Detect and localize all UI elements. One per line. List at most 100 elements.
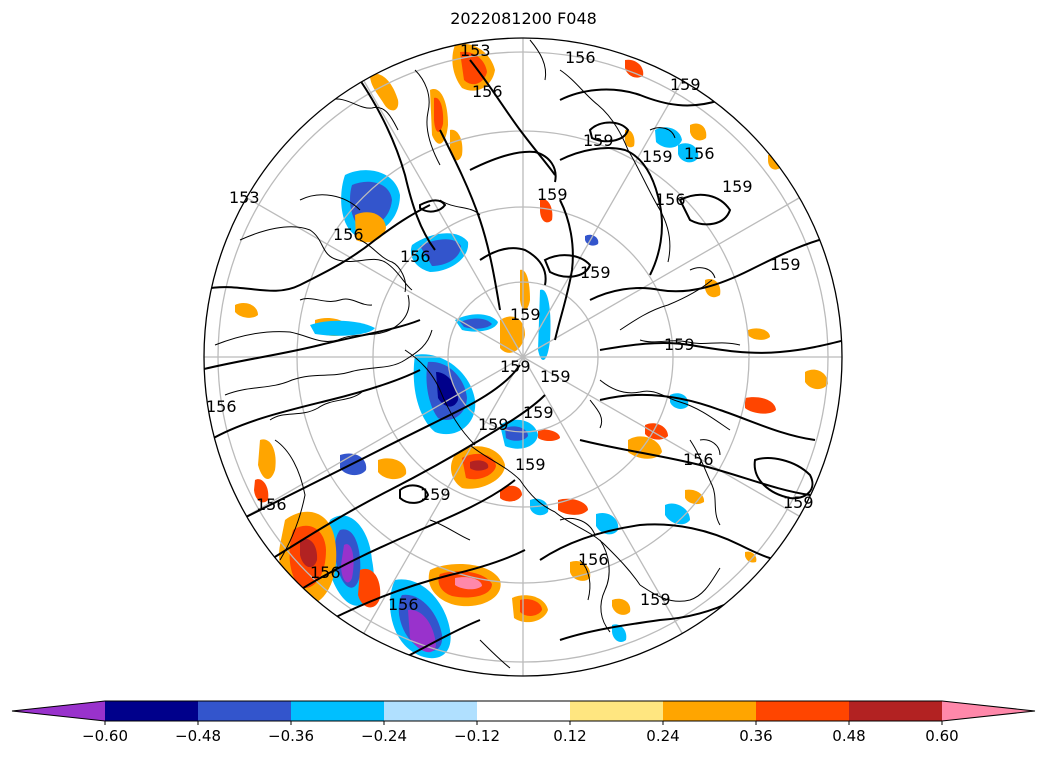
negative-anomaly-region [655,127,682,148]
positive-anomaly-region [520,599,542,616]
contour-label: 159 [420,485,451,504]
contour-label: 159 [722,177,753,196]
positive-anomaly-region [540,199,553,223]
contour-label: 156 [683,450,714,469]
colorbar-swatches [11,700,1036,722]
contour-label: 159 [770,255,801,274]
contour-label: 159 [642,147,673,166]
contour-label: 156 [684,144,715,163]
negative-anomaly-region [612,624,627,643]
figure-title: 2022081200 F048 [450,9,597,28]
contour-label: 153 [229,188,260,207]
contour-label: 159 [640,590,671,609]
polar-map: 153 156 159 159 159 156 156 159 156 159 … [203,37,843,677]
contour-label: 159 [664,335,695,354]
colorbar-swatch [384,701,478,721]
contour-label: 156 [388,595,419,614]
colorbar-tick-label: 0.24 [646,727,679,745]
contour-label: 156 [333,225,364,244]
colorbar-swatch [291,701,385,721]
contour-label: 159 [515,455,546,474]
positive-anomaly-region [455,577,482,590]
colorbar-swatch [477,701,571,721]
contour-label: 156 [578,550,609,569]
colorbar-tick-label: 0.60 [925,727,958,745]
colorbar-tick-label: −0.24 [361,727,407,745]
contour-label: 156 [400,247,431,266]
contour-label: 159 [478,415,509,434]
positive-anomaly-region [355,212,386,243]
positive-anomaly-region [612,598,631,615]
positive-anomaly-region [235,303,258,318]
positive-anomaly-region [745,397,776,414]
map-boundary [203,37,843,677]
contour-label: 156 [655,190,686,209]
contour-label: 153 [460,41,491,60]
positive-anomaly-region [370,73,399,111]
contour-label: 156 [256,495,287,514]
positive-anomaly-region [378,458,407,480]
colorbar-swatch [105,701,199,721]
colorbar-tick-label: −0.60 [82,727,128,745]
positive-anomaly-region [470,460,489,471]
positive-anomaly-region [460,51,487,85]
positive-anomaly-region [685,489,705,505]
contour-label: 156 [565,48,596,67]
positive-anomaly-region [300,538,318,568]
positive-anomaly-region [538,429,560,441]
positive-anomaly-region [434,97,444,132]
positive-anomaly-region [745,551,757,563]
colorbar-swatch [570,701,664,721]
positive-anomaly-region [450,129,463,161]
contour-label: 159 [580,263,611,282]
contour-label: 159 [670,75,701,94]
contour-label: 159 [523,403,554,422]
graticule [204,38,842,676]
colorbar-tick-label: 0.48 [832,727,865,745]
contour-label: 159 [783,493,814,512]
negative-anomaly-region [596,512,619,535]
colorbar-ticks: −0.60 −0.48 −0.36 −0.24 −0.12 0.12 0.24 0.36 0.4… [82,721,959,745]
positive-anomaly-region [805,369,828,390]
positive-anomaly-region [358,568,381,608]
positive-anomaly-region [500,316,525,353]
positive-anomaly-region [624,129,635,148]
colorbar-swatch [663,701,757,721]
colorbar-tick-label: 0.12 [553,727,586,745]
colorbar-tick-label: −0.48 [175,727,221,745]
negative-anomaly-region [530,498,549,516]
colorbar: −0.60 −0.48 −0.36 −0.24 −0.12 0.12 0.24 0.36 0.4… [11,700,1036,745]
negative-anomaly-region [665,503,690,525]
contour-label: 159 [500,357,531,376]
contour-label-group: 153 156 159 159 159 156 156 159 156 159 … [206,41,814,614]
negative-anomaly-region [310,320,375,336]
positive-anomaly-region [500,485,522,502]
contour-label: 159 [510,305,541,324]
negative-anomaly-region [420,239,461,266]
positive-anomaly-region [254,479,269,503]
positive-anomaly-region [558,498,588,515]
positive-anomaly-region [625,59,644,78]
contour-label: 159 [540,367,571,386]
contour-label: 156 [310,563,341,582]
contour-label: 156 [206,397,237,416]
colorbar-swatch [12,701,105,721]
colorbar-swatch [756,701,850,721]
negative-anomaly-region [505,426,528,441]
colorbar-swatch [849,701,943,721]
positive-anomaly-region [628,436,662,459]
negative-anomaly-region [460,318,492,329]
thin-contours [299,127,721,536]
contour-label: 159 [537,185,568,204]
positive-anomaly-region [258,439,276,480]
colorbar-tick-label: −0.36 [268,727,314,745]
contour-label: 159 [583,131,614,150]
negative-anomaly-region [678,143,699,163]
height-contours [204,59,842,661]
colorbar-tick-label: 0.36 [739,727,772,745]
colorbar-tick-label: −0.12 [454,727,500,745]
contour-label: 156 [472,82,503,101]
colorbar-swatch [198,701,292,721]
colorbar-swatch [942,701,1035,721]
